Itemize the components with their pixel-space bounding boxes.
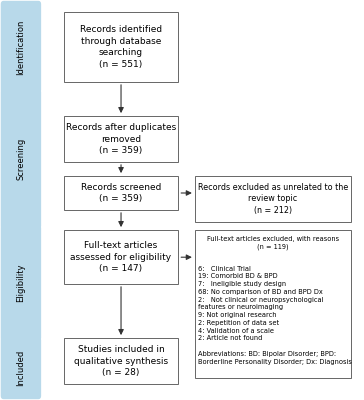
FancyBboxPatch shape <box>1 225 41 341</box>
Text: Records after duplicates
removed
(n = 359): Records after duplicates removed (n = 35… <box>66 123 176 155</box>
FancyBboxPatch shape <box>195 176 351 222</box>
FancyBboxPatch shape <box>195 230 351 378</box>
FancyBboxPatch shape <box>64 338 178 384</box>
Text: Included: Included <box>16 350 25 386</box>
FancyBboxPatch shape <box>1 337 41 399</box>
Text: 6:   Clinical Trial
19: Comorbid BD & BPD
7:   Ineligible study design
68: No co: 6: Clinical Trial 19: Comorbid BD & BPD … <box>198 258 352 365</box>
Text: Full-text articles
assessed for eligibility
(n = 147): Full-text articles assessed for eligibil… <box>71 241 171 273</box>
FancyBboxPatch shape <box>1 1 41 93</box>
Text: Records excluded as unrelated to the
review topic
(n = 212): Records excluded as unrelated to the rev… <box>198 183 348 215</box>
Text: Records identified
through database
searching
(n = 551): Records identified through database sear… <box>80 25 162 69</box>
FancyBboxPatch shape <box>64 116 178 162</box>
Text: Records screened
(n = 359): Records screened (n = 359) <box>81 183 161 203</box>
Text: Studies included in
qualitative synthesis
(n = 28): Studies included in qualitative synthesi… <box>74 345 168 377</box>
Text: Eligibility: Eligibility <box>16 264 25 302</box>
FancyBboxPatch shape <box>64 176 178 210</box>
FancyBboxPatch shape <box>1 89 41 229</box>
Text: Full-text articles excluded, with reasons
(n = 119): Full-text articles excluded, with reason… <box>207 236 339 250</box>
FancyBboxPatch shape <box>64 230 178 284</box>
FancyBboxPatch shape <box>64 12 178 82</box>
Text: Identification: Identification <box>16 19 25 75</box>
Text: Screening: Screening <box>16 138 25 180</box>
